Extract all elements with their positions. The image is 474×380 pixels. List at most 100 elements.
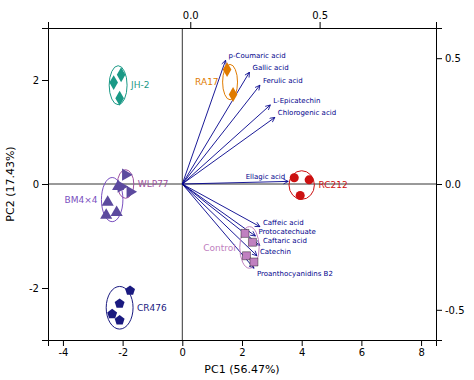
point bbox=[241, 229, 249, 237]
arrow-label: p-Coumaric acid bbox=[229, 52, 286, 60]
loading-arrow bbox=[182, 181, 288, 184]
loading-arrow bbox=[182, 184, 255, 236]
tick: -4 bbox=[58, 340, 68, 358]
arrow-label: Protocatechuate bbox=[258, 228, 315, 236]
tick: 0.0 bbox=[436, 179, 461, 190]
arrow-label: Caffeic acid bbox=[263, 219, 304, 227]
group-label: CR476 bbox=[137, 303, 167, 313]
confidence-ellipse bbox=[109, 66, 127, 105]
tick-mark bbox=[42, 80, 48, 81]
tick-label: 2 bbox=[33, 75, 39, 86]
arrow-label: Ellagic acid bbox=[246, 173, 286, 181]
tick: 6 bbox=[359, 340, 365, 358]
tick-mark bbox=[42, 184, 48, 185]
tick-mark bbox=[320, 22, 321, 28]
tick: 4 bbox=[299, 340, 305, 358]
tick-mark bbox=[436, 184, 442, 185]
tick-mark bbox=[242, 340, 243, 346]
tick: 2 bbox=[33, 75, 48, 86]
point bbox=[107, 309, 117, 318]
point bbox=[125, 285, 135, 294]
tick-mark bbox=[421, 340, 422, 346]
point bbox=[111, 206, 123, 217]
arrow-label: L-Epicatechin bbox=[273, 97, 320, 105]
point bbox=[250, 258, 258, 266]
tick-label: -0.5 bbox=[445, 305, 465, 316]
point bbox=[229, 87, 238, 102]
group-label: RC212 bbox=[318, 180, 347, 190]
x2-axis: 0.0 0.5 bbox=[49, 10, 437, 29]
point bbox=[242, 252, 250, 260]
tick: -2 bbox=[29, 283, 48, 294]
labels: p-Coumaric acid Gallic acid Ferulic acid L-… bbox=[64, 52, 347, 313]
tick-label: 4 bbox=[299, 347, 305, 358]
tick-label: -2 bbox=[29, 283, 39, 294]
arrow-label: Ferulic acid bbox=[263, 77, 303, 85]
tick: 2 bbox=[239, 340, 245, 358]
point bbox=[109, 75, 118, 90]
group-label: Control bbox=[203, 243, 236, 253]
tick-mark bbox=[182, 340, 183, 346]
point bbox=[117, 67, 126, 82]
tick-mark bbox=[42, 288, 48, 289]
arrow-label: Caftaric acid bbox=[263, 237, 307, 245]
y2-axis: -0.5 0.0 0.5 bbox=[436, 29, 465, 341]
point bbox=[127, 186, 138, 198]
arrow-label: Gallic acid bbox=[252, 64, 288, 72]
point bbox=[115, 315, 125, 324]
tick-mark bbox=[361, 340, 362, 346]
tick-label: 0.5 bbox=[445, 53, 461, 64]
axis-line bbox=[437, 29, 443, 341]
group-label: WLP77 bbox=[138, 179, 169, 189]
x-axis-title: PC1 (56.47%) bbox=[204, 363, 279, 376]
group-label: RA17 bbox=[195, 77, 219, 87]
origin-line bbox=[48, 184, 436, 185]
y-axis: -2 0 2 bbox=[29, 29, 48, 341]
tick: -2 bbox=[118, 340, 128, 358]
point bbox=[305, 175, 314, 184]
tick-label: 0.0 bbox=[183, 10, 199, 21]
axis-line bbox=[49, 341, 437, 347]
tick-mark bbox=[63, 340, 64, 346]
tick: 8 bbox=[418, 340, 424, 358]
chart: -4 -2 0 2 4 6 8 -2 0 2 0.0 0.5 -0.5 0.0 0.5 PC1 (56.47%… bbox=[0, 0, 474, 380]
tick-label: 6 bbox=[359, 347, 365, 358]
tick-mark bbox=[436, 310, 442, 311]
arrow-label: Catechin bbox=[260, 248, 291, 256]
loading-arrow bbox=[182, 105, 270, 184]
plot: -4 -2 0 2 4 6 8 -2 0 2 0.0 0.5 -0.5 0.0 0.5 PC1 (56.47%… bbox=[4, 10, 465, 376]
loading-arrow bbox=[182, 184, 260, 245]
point bbox=[223, 62, 232, 77]
arrow-label: Proanthocyanidins B2 bbox=[257, 270, 333, 278]
tick-mark bbox=[436, 58, 442, 59]
point bbox=[122, 169, 133, 181]
arrow-label: Chlorogenic acid bbox=[278, 109, 336, 117]
tick-label: 8 bbox=[418, 347, 424, 358]
tick: 0 bbox=[180, 340, 186, 358]
point bbox=[115, 298, 125, 307]
axis-line bbox=[49, 22, 437, 29]
tick: 0 bbox=[33, 179, 48, 190]
loading-arrow bbox=[182, 85, 260, 184]
loading-arrow bbox=[182, 184, 254, 268]
tick-label: -4 bbox=[58, 347, 68, 358]
tick-label: 0 bbox=[180, 347, 186, 358]
axis-line bbox=[42, 29, 49, 341]
group-label: JH-2 bbox=[130, 80, 149, 90]
tick-label: 0 bbox=[33, 179, 39, 190]
tick-mark bbox=[302, 340, 303, 346]
tick-label: -2 bbox=[118, 347, 128, 358]
point bbox=[248, 238, 256, 246]
tick-label: 0.0 bbox=[445, 179, 461, 190]
x-axis: -4 -2 0 2 4 6 8 bbox=[49, 340, 437, 358]
point bbox=[100, 208, 112, 219]
confidence-ellipse bbox=[289, 171, 314, 200]
y-axis-title: PC2 (17.43%) bbox=[4, 146, 17, 221]
tick-mark bbox=[190, 22, 191, 28]
group-label: BM4×4 bbox=[64, 195, 97, 205]
marks bbox=[48, 28, 436, 340]
confidence-ellipse bbox=[240, 227, 259, 269]
tick-label: 2 bbox=[239, 347, 245, 358]
loading-arrow bbox=[182, 184, 257, 256]
tick: 0.5 bbox=[312, 10, 328, 28]
